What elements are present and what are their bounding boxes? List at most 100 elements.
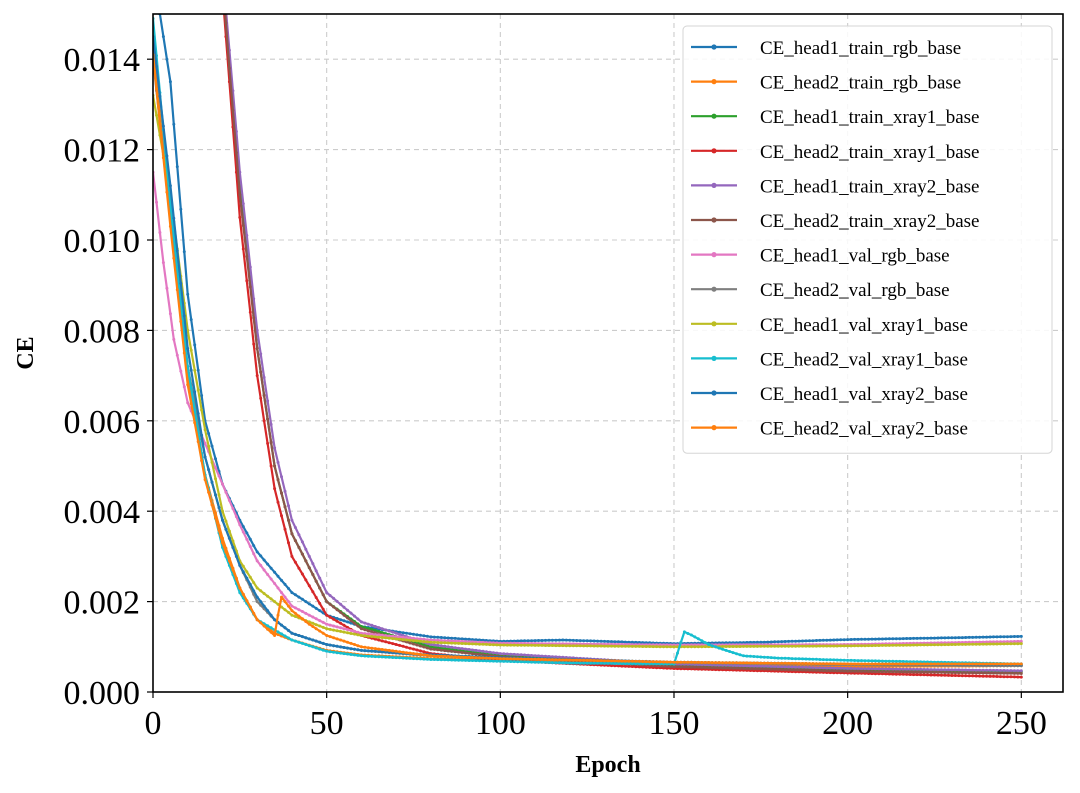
- data-point: [214, 516, 217, 519]
- data-point: [280, 591, 283, 595]
- data-point: [401, 635, 405, 639]
- legend-marker: [711, 286, 717, 292]
- data-point: [908, 637, 912, 640]
- data-point: [443, 654, 447, 658]
- data-point: [335, 629, 339, 633]
- data-point: [689, 633, 693, 637]
- data-point: [992, 640, 995, 644]
- data-point: [634, 659, 638, 663]
- data-point: [168, 224, 172, 228]
- data-point: [484, 639, 488, 642]
- data-point: [342, 630, 346, 634]
- data-point: [985, 671, 989, 675]
- data-point: [248, 310, 252, 314]
- data-point: [616, 662, 620, 665]
- data-point: [276, 500, 280, 504]
- data-point: [564, 658, 568, 662]
- data-point: [318, 609, 322, 613]
- data-point: [873, 662, 877, 666]
- data-point: [863, 662, 867, 666]
- data-point: [366, 629, 370, 633]
- data-point: [856, 644, 860, 648]
- data-point: [1009, 669, 1013, 673]
- data-point: [356, 624, 360, 628]
- data-point: [603, 661, 606, 665]
- data-point: [481, 653, 485, 657]
- data-point: [530, 654, 534, 657]
- data-point: [450, 645, 454, 649]
- data-point: [835, 638, 839, 642]
- data-point: [1016, 675, 1020, 679]
- data-point: [425, 638, 429, 642]
- data-point: [509, 652, 513, 656]
- data-point: [234, 577, 238, 581]
- data-point: [252, 544, 256, 548]
- x-axis-title: Epoch: [575, 752, 640, 778]
- data-point: [578, 644, 582, 648]
- data-point: [894, 670, 898, 674]
- data-point: [544, 658, 547, 661]
- data-point: [248, 285, 252, 289]
- data-point: [801, 639, 804, 643]
- legend-label: CE_head1_train_xray2_base: [760, 176, 979, 197]
- data-point: [307, 644, 311, 648]
- data-point: [335, 608, 339, 612]
- data-point: [349, 653, 353, 656]
- data-point: [415, 652, 419, 656]
- data-point: [207, 432, 211, 435]
- data-point: [564, 661, 568, 665]
- data-point: [353, 647, 356, 651]
- data-point: [314, 627, 318, 631]
- data-point: [248, 537, 252, 541]
- data-point: [814, 657, 818, 661]
- data-point: [401, 656, 405, 660]
- data-point: [613, 659, 617, 663]
- data-point: [707, 661, 711, 664]
- data-point: [283, 582, 287, 586]
- data-point: [637, 644, 641, 648]
- data-point: [418, 644, 422, 648]
- data-point: [922, 670, 926, 674]
- data-point: [1002, 671, 1006, 675]
- data-point: [714, 666, 718, 670]
- data-point: [432, 640, 436, 644]
- data-point: [210, 503, 214, 507]
- data-point: [738, 641, 742, 645]
- data-point: [748, 654, 752, 658]
- data-point: [314, 579, 318, 583]
- data-point: [870, 670, 874, 673]
- data-point: [1002, 669, 1006, 672]
- legend-item: CE_head2_train_xray2_base: [691, 211, 979, 232]
- data-point: [544, 654, 547, 658]
- data-point: [946, 636, 950, 640]
- data-point: [891, 667, 895, 671]
- data-point: [453, 646, 457, 650]
- data-point: [373, 637, 377, 641]
- data-point: [731, 645, 735, 648]
- data-point: [224, 519, 228, 523]
- data-point: [366, 622, 370, 626]
- data-point: [672, 660, 676, 664]
- data-point: [307, 554, 311, 558]
- data-point: [436, 643, 440, 647]
- plot-frame: [152, 13, 1064, 693]
- data-point: [346, 608, 349, 612]
- data-point: [280, 475, 283, 479]
- legend-item: CE_head2_train_xray1_base: [691, 142, 979, 163]
- data-point: [179, 207, 183, 211]
- data-point: [731, 661, 735, 665]
- data-point: [610, 640, 613, 644]
- data-point: [828, 638, 832, 642]
- data-point: [509, 643, 513, 647]
- data-point: [422, 643, 426, 647]
- data-point: [231, 545, 235, 549]
- data-point: [651, 662, 655, 666]
- data-point: [457, 637, 461, 641]
- data-point: [870, 672, 874, 676]
- data-point: [662, 660, 666, 664]
- data-point: [842, 666, 846, 670]
- data-point: [856, 659, 860, 663]
- data-point: [783, 668, 787, 672]
- data-point: [811, 668, 815, 672]
- data-point: [964, 642, 968, 646]
